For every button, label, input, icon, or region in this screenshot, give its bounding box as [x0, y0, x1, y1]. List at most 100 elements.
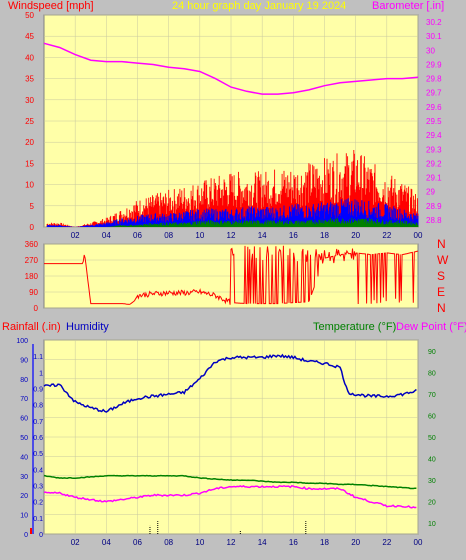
rain-y-tick-label: 1.1: [33, 354, 43, 361]
rainfall-axis-title: Rainfall (.in): [2, 321, 61, 333]
chart-marks: 0510152025303540455028.828.92929.129.229…: [16, 11, 442, 547]
temp-x-tick-label: 14: [258, 538, 267, 547]
rain-y-tick-label: 1: [39, 370, 43, 377]
rain-y-tick-label: 0.9: [33, 387, 43, 394]
humidity-y-tick-label: 60: [20, 416, 28, 423]
direction-y-tick-label: 360: [25, 240, 39, 249]
barometer-y-tick-label: 28.8: [426, 216, 442, 225]
barometer-series: [43, 42, 419, 95]
humidity-y-tick-label: 10: [20, 513, 28, 520]
wind-x-tick-label: 20: [351, 231, 360, 240]
direction-label-w: W: [437, 253, 449, 267]
rain-y-tick-label: 0.6: [33, 435, 43, 442]
wind-y-tick-label: 50: [25, 11, 34, 20]
temperature-y-tick-label: 40: [428, 457, 436, 464]
temperature-y-tick-label: 20: [428, 500, 436, 507]
wind-y-tick-label: 40: [25, 53, 34, 62]
direction-y-tick-label: 180: [25, 272, 39, 281]
wind-y-tick-label: 15: [25, 159, 34, 168]
barometer-y-tick-label: 29.6: [426, 103, 442, 112]
rain-y-tick-label: 0.4: [33, 467, 43, 474]
rain-y-tick-label: 0.3: [33, 484, 43, 491]
humidity-y-tick-label: 50: [20, 435, 28, 442]
wind-y-tick-label: 45: [25, 32, 34, 41]
barometer-y-tick-label: 29.9: [426, 60, 442, 69]
temp-x-tick-label: 00: [414, 538, 423, 547]
direction-y-tick-label: 0: [34, 304, 39, 313]
humidity-y-tick-label: 80: [20, 377, 28, 384]
barometer-y-tick-label: 29: [426, 188, 435, 197]
humidity-y-tick-label: 100: [16, 338, 28, 345]
barometer-y-tick-label: 29.2: [426, 159, 442, 168]
barometer-y-tick-label: 30.2: [426, 18, 442, 27]
wind-x-tick-label: 14: [258, 231, 267, 240]
barometer-y-tick-label: 29.5: [426, 117, 442, 126]
chart-title-date: 24 hour graph day January 19 2024: [172, 0, 346, 12]
temperature-y-tick-label: 30: [428, 478, 436, 485]
direction-label-n-bottom: N: [437, 301, 446, 315]
direction-y-tick-label: 90: [29, 288, 38, 297]
wind-x-tick-label: 04: [102, 231, 111, 240]
temp-x-tick-label: 02: [71, 538, 80, 547]
wind-y-tick-label: 35: [25, 75, 34, 84]
temperature-y-tick-label: 10: [428, 521, 436, 528]
rain-y-tick-label: 0.5: [33, 451, 43, 458]
direction-y-tick-label: 270: [25, 256, 39, 265]
rain-y-tick-label: 0.1: [33, 516, 43, 523]
wind-x-tick-label: 02: [71, 231, 80, 240]
barometer-y-tick-label: 28.9: [426, 202, 442, 211]
barometer-y-tick-label: 30.1: [426, 32, 442, 41]
dew-point-series: [43, 484, 417, 509]
temp-x-tick-label: 04: [102, 538, 111, 547]
humidity-y-tick-label: 90: [20, 357, 28, 364]
temp-x-tick-label: 08: [164, 538, 173, 547]
wind-x-tick-label: 08: [164, 231, 173, 240]
rain-y-tick-label: 0.2: [33, 500, 43, 507]
wind-y-tick-label: 5: [30, 202, 35, 211]
wind-minimum-series: [106, 217, 419, 227]
humidity-y-tick-label: 20: [20, 493, 28, 500]
direction-label-n-top: N: [437, 237, 446, 251]
rain-y-tick-label: 0.7: [33, 419, 43, 426]
humidity-series: [43, 353, 417, 413]
barometer-axis-title: Barometer [.in]: [372, 0, 444, 12]
humidity-y-tick-label: 40: [20, 454, 28, 461]
wind-x-tick-label: 22: [382, 231, 391, 240]
temp-x-tick-label: 16: [289, 538, 298, 547]
temperature-y-tick-label: 80: [428, 370, 436, 377]
direction-label-e: E: [437, 285, 445, 299]
temp-x-tick-label: 18: [320, 538, 329, 547]
temperature-y-tick-label: 70: [428, 392, 436, 399]
barometer-y-tick-label: 30: [426, 46, 435, 55]
humidity-y-tick-label: 70: [20, 396, 28, 403]
temperature-y-tick-label: 60: [428, 413, 436, 420]
windspeed-axis-title: Windspeed [mph]: [8, 0, 94, 12]
dewpoint-axis-title: Dew Point (°F): [396, 321, 466, 333]
barometer-y-tick-label: 29.4: [426, 131, 442, 140]
wind-x-tick-label: 06: [133, 231, 142, 240]
barometer-y-tick-label: 29.3: [426, 145, 442, 154]
humidity-y-tick-label: 30: [20, 474, 28, 481]
temp-x-tick-label: 06: [133, 538, 142, 547]
wind-x-tick-label: 12: [227, 231, 236, 240]
wind-direction-series: [44, 245, 419, 305]
temp-x-tick-label: 10: [195, 538, 204, 547]
temperature-y-tick-label: 50: [428, 435, 436, 442]
temperature-axis-title: Temperature (°F): [313, 321, 396, 333]
wind-y-tick-label: 10: [25, 181, 34, 190]
rain-y-tick-label: 0.8: [33, 403, 43, 410]
temperature-y-tick-label: 90: [428, 349, 436, 356]
wind-y-tick-label: 25: [25, 117, 34, 126]
wind-y-tick-label: 0: [30, 223, 35, 232]
temp-x-tick-label: 20: [351, 538, 360, 547]
barometer-y-tick-label: 29.1: [426, 174, 442, 183]
rain-y-tick-label: 0: [39, 532, 43, 539]
humidity-axis-title: Humidity: [66, 321, 109, 333]
barometer-y-tick-label: 29.7: [426, 89, 442, 98]
direction-label-s: S: [437, 269, 445, 283]
wind-x-tick-label: 16: [289, 231, 298, 240]
wind-x-tick-label: 18: [320, 231, 329, 240]
humidity-y-tick-label: 0: [24, 532, 28, 539]
